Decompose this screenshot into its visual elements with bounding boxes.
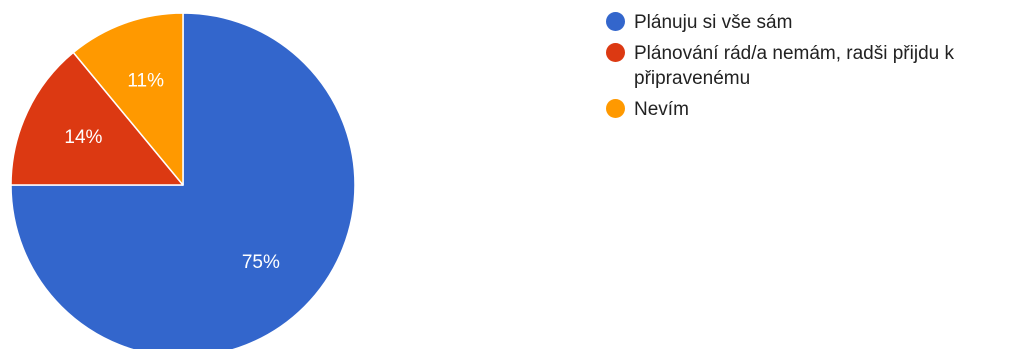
pie-slice-label: 75% xyxy=(242,252,280,273)
legend-label: Plánování rád/a nemám, radši přijdu k př… xyxy=(634,43,954,89)
legend-swatch-icon xyxy=(606,99,625,118)
legend-label: Nevím xyxy=(634,99,689,120)
legend: Plánuju si vše sám Plánování rád/a nemám… xyxy=(606,10,1031,128)
legend-item[interactable]: Nevím xyxy=(606,97,1031,122)
legend-label: Plánuju si vše sám xyxy=(634,12,793,33)
pie-slice[interactable] xyxy=(72,12,184,186)
pie-slices xyxy=(10,12,356,349)
legend-item[interactable]: Plánuju si vše sám xyxy=(606,10,1031,35)
pie-slice[interactable] xyxy=(10,51,184,186)
legend-swatch-icon xyxy=(606,43,625,62)
legend-item[interactable]: Plánování rád/a nemám, radši přijdu k př… xyxy=(606,41,1031,91)
pie-slice-label: 11% xyxy=(127,70,164,91)
pie-slice-label: 14% xyxy=(64,127,102,148)
legend-swatch-icon xyxy=(606,12,625,31)
pie-slice-labels: 75% 14% 11% xyxy=(64,70,280,272)
